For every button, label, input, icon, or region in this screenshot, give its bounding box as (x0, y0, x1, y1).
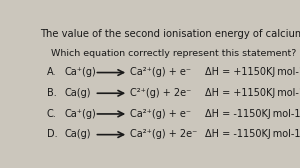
Text: Which equation correctly represent this statement?: Which equation correctly represent this … (52, 49, 297, 58)
Text: The value of the second ionisation energy of calcium is 1150 KJ mol-1: The value of the second ionisation energ… (40, 29, 300, 39)
Text: Ca²⁺(g) + 2e⁻: Ca²⁺(g) + 2e⁻ (130, 130, 198, 139)
Text: ΔH = -1150KJ mol-1: ΔH = -1150KJ mol-1 (205, 130, 300, 139)
Text: C²⁺(g) + 2e⁻: C²⁺(g) + 2e⁻ (130, 88, 192, 98)
Text: B.: B. (47, 88, 56, 98)
Text: A.: A. (47, 67, 56, 77)
Text: Ca²⁺(g) + e⁻: Ca²⁺(g) + e⁻ (130, 109, 191, 119)
Text: ΔH = -1150KJ mol-1: ΔH = -1150KJ mol-1 (205, 109, 300, 119)
Text: Ca²⁺(g) + e⁻: Ca²⁺(g) + e⁻ (130, 67, 191, 77)
Text: Ca⁺(g): Ca⁺(g) (64, 67, 96, 77)
Text: Ca(g): Ca(g) (64, 130, 91, 139)
Text: C.: C. (47, 109, 56, 119)
Text: ΔH = +1150KJ mol-1: ΔH = +1150KJ mol-1 (205, 67, 300, 77)
Text: D.: D. (47, 130, 57, 139)
Text: ΔH = +1150KJ mol-1: ΔH = +1150KJ mol-1 (205, 88, 300, 98)
Text: Ca(g): Ca(g) (64, 88, 91, 98)
Text: Ca⁺(g): Ca⁺(g) (64, 109, 96, 119)
